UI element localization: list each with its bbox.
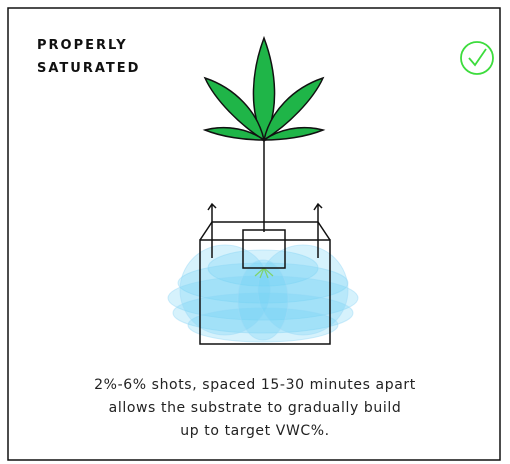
- title-line: PROPERLY: [37, 38, 128, 53]
- title-line: SATURATED: [37, 61, 140, 76]
- description-line: up to target VWC%.: [180, 423, 329, 439]
- description-line: 2%-6% shots, spaced 15-30 minutes apart: [94, 377, 416, 393]
- card: PROPERLY SATURATED: [0, 0, 510, 464]
- description-line: allows the substrate to gradually build: [109, 400, 402, 416]
